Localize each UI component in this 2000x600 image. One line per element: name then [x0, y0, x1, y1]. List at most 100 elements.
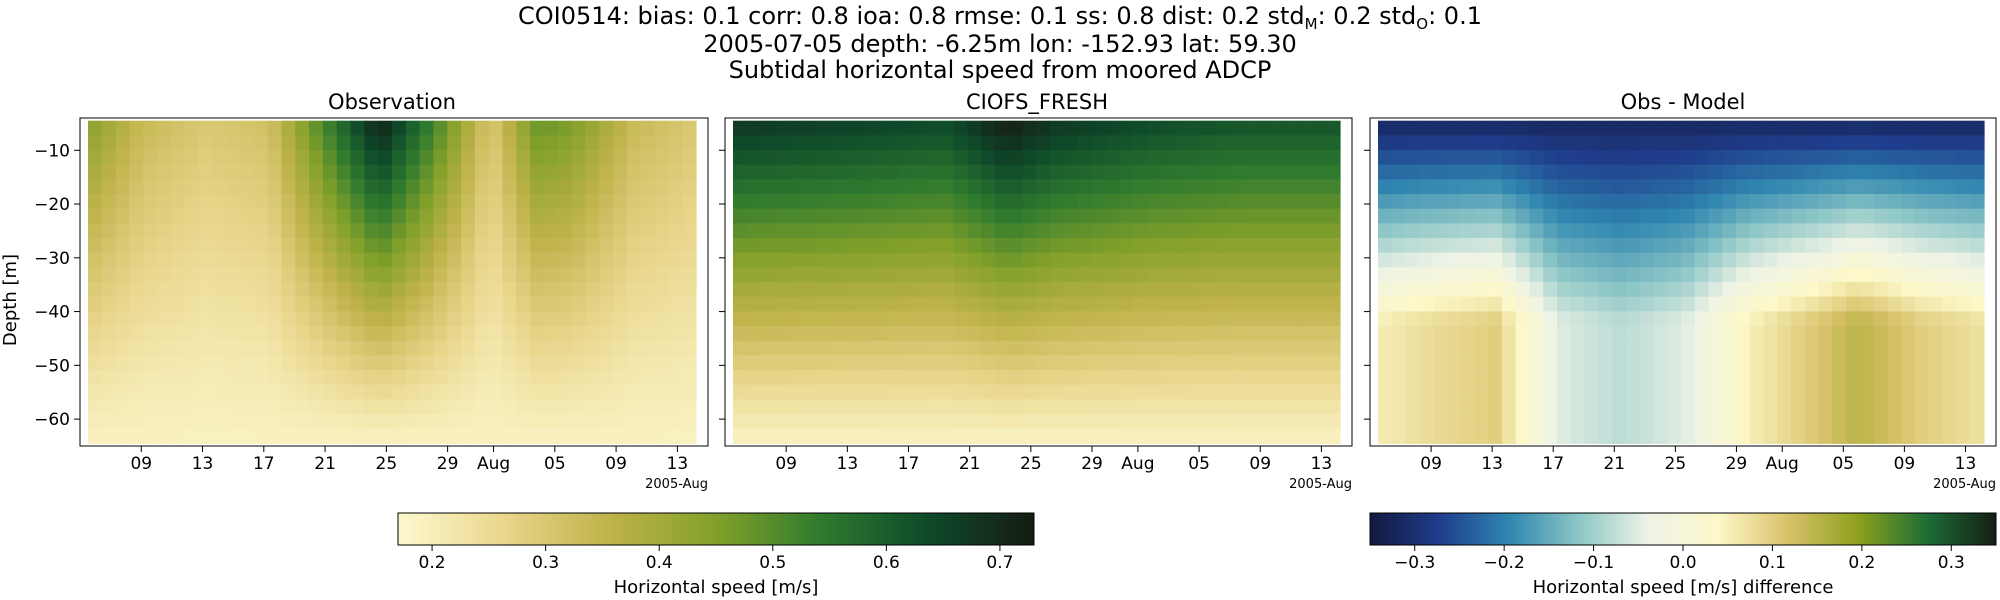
heatmap-cell — [212, 267, 227, 283]
heatmap-cell — [1229, 238, 1245, 254]
heatmap-cell — [557, 340, 573, 356]
heatmap-cell — [1271, 223, 1286, 239]
heatmap-cell — [1326, 325, 1341, 342]
heatmap-cell — [1832, 282, 1847, 298]
heatmap-cell — [1488, 384, 1503, 400]
heatmap-cell — [1091, 296, 1107, 312]
heatmap-cell — [240, 282, 255, 298]
heatmap-cell — [682, 252, 697, 268]
heatmap-cell — [309, 238, 324, 254]
heatmap-cell — [788, 120, 803, 136]
heatmap-cell — [392, 223, 407, 239]
heatmap-cell — [129, 428, 144, 444]
heatmap-cell — [1584, 369, 1599, 386]
heatmap-cell — [571, 164, 587, 180]
heatmap-cell — [516, 135, 531, 151]
heatmap-cell — [184, 223, 200, 239]
heatmap-cell — [1860, 252, 1875, 268]
heatmap-cell — [1105, 296, 1120, 312]
heatmap-cell — [1160, 238, 1176, 254]
heatmap-cell — [884, 355, 900, 371]
heatmap-cell — [1243, 369, 1258, 386]
heatmap-cell — [668, 428, 683, 444]
heatmap-cell — [350, 267, 365, 283]
heatmap-cell — [378, 428, 393, 444]
heatmap-cell — [1133, 238, 1148, 254]
heatmap-cell — [1202, 150, 1217, 166]
heatmap-cell — [843, 296, 858, 312]
heatmap-cell — [1708, 150, 1723, 166]
heatmap-cell — [1557, 120, 1572, 136]
heatmap-cell — [1326, 194, 1341, 210]
heatmap-cell — [733, 150, 748, 166]
heatmap-cell — [1694, 150, 1710, 166]
heatmap-cell — [1557, 252, 1572, 268]
heatmap-cell — [1667, 194, 1682, 210]
heatmap-cell — [240, 384, 255, 400]
heatmap-cell — [516, 120, 531, 136]
axes-frame — [79, 117, 709, 447]
heatmap-cell — [1215, 296, 1231, 312]
heatmap-cell — [1639, 282, 1655, 298]
heatmap-cell — [1901, 428, 1916, 444]
heatmap-cell — [668, 120, 683, 136]
heatmap-cell — [733, 296, 748, 312]
heatmap-cell — [143, 384, 158, 400]
heatmap-cell — [1064, 325, 1079, 342]
heatmap-cell — [1257, 194, 1272, 210]
heatmap-cell — [585, 399, 600, 415]
heatmap-cell — [1298, 238, 1314, 254]
heatmap-cell — [1160, 179, 1176, 195]
heatmap-cell — [1105, 238, 1120, 254]
heatmap-cell — [788, 208, 803, 224]
heatmap-cell — [884, 296, 900, 312]
heatmap-cell — [1229, 340, 1245, 356]
heatmap-cell — [281, 413, 296, 430]
heatmap-cell — [1708, 340, 1723, 356]
heatmap-cell — [350, 194, 365, 210]
heatmap-cell — [170, 194, 186, 210]
heatmap-cell — [788, 223, 803, 239]
heatmap-cell — [1543, 369, 1558, 386]
heatmap-cell — [1873, 150, 1889, 166]
heatmap-cell — [1133, 208, 1148, 224]
heatmap-cell — [1515, 223, 1531, 239]
heatmap-cell — [1257, 150, 1272, 166]
heatmap-cell — [1901, 413, 1916, 430]
heatmap-cell — [1243, 164, 1258, 180]
heatmap-cell — [1501, 428, 1517, 444]
colorbar-tick-label: 0.2 — [1848, 553, 1875, 573]
heatmap-cell — [884, 282, 900, 298]
heatmap-cell — [1188, 179, 1203, 195]
heatmap-cell — [502, 355, 517, 371]
heatmap-cell — [939, 223, 955, 239]
heatmap-cell — [746, 223, 762, 239]
heatmap-cell — [405, 194, 421, 210]
heatmap-cell — [995, 120, 1010, 136]
heatmap-cell — [1887, 296, 1902, 312]
heatmap-cell — [474, 120, 490, 136]
heatmap-cell — [1501, 311, 1517, 327]
heatmap-cell — [585, 325, 600, 342]
heatmap-cell — [870, 238, 886, 254]
heatmap-cell — [1119, 340, 1134, 356]
heatmap-cell — [1722, 399, 1737, 415]
heatmap-cell — [336, 252, 352, 268]
heatmap-cell — [1749, 252, 1765, 268]
heatmap-cell — [1298, 194, 1314, 210]
heatmap-cell — [1284, 296, 1300, 312]
heatmap-cell — [1391, 135, 1407, 151]
heatmap-cell — [884, 194, 900, 210]
heatmap-cell — [405, 164, 421, 180]
heatmap-cell — [1887, 311, 1902, 327]
heatmap-cell — [1818, 399, 1834, 415]
heatmap-cell — [1529, 325, 1544, 342]
x-tick-label: 21 — [1603, 454, 1625, 474]
heatmap-cell — [1901, 208, 1916, 224]
heatmap-cell — [1639, 238, 1655, 254]
heatmap-cell — [1008, 282, 1024, 298]
heatmap-cell — [1667, 252, 1682, 268]
heatmap-cell — [1146, 223, 1162, 239]
heatmap-cell — [654, 208, 669, 224]
heatmap-cell — [733, 399, 748, 415]
